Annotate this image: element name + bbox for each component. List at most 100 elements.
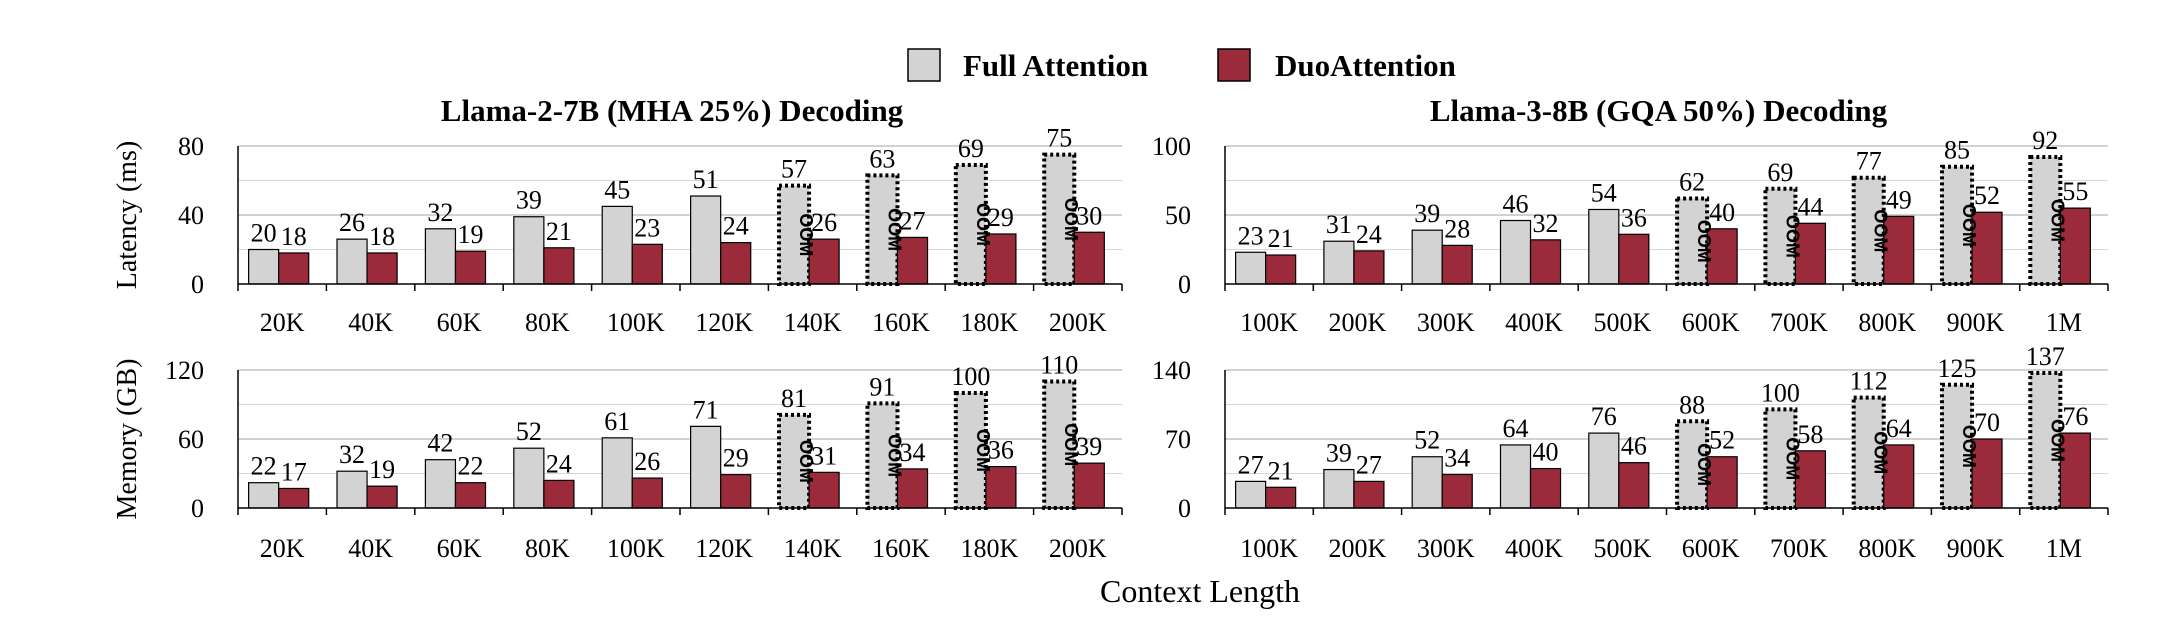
data-label-full-attention: 32 [427,198,453,227]
y-tick-label: 40 [178,201,204,230]
bar-full-attention [336,238,368,285]
bar-duoattention [1073,462,1105,509]
oom-label: OOM [2047,419,2067,462]
bar-full-attention [690,425,722,509]
data-label-duoattention: 30 [1076,201,1102,230]
chart-title: Llama-2-7B (MHA 25%) Decoding [441,93,904,128]
bar-duoattention [366,485,398,509]
data-label-duoattention: 19 [369,455,395,484]
bar-duoattention [631,477,663,509]
data-label-duoattention: 21 [1268,456,1294,485]
y-tick-label: 120 [165,356,204,385]
data-label-duoattention: 34 [1444,443,1470,472]
bar-full-attention [865,173,900,286]
bar-duoattention [720,474,752,509]
bar-full-attention [1588,432,1620,509]
bar-full-attention [248,248,280,285]
legend: Full Attention DuoAttention [907,48,1456,83]
bar-duoattention [1529,467,1562,509]
x-tick-label: 200K [1329,534,1387,563]
bar-full-attention [1323,468,1355,509]
bar-duoattention [1441,473,1473,509]
oom-label: OOM [1061,423,1081,466]
data-label-full-attention: 31 [1326,210,1352,239]
data-label-duoattention: 40 [1533,438,1559,467]
data-label-full-attention: 64 [1503,414,1529,443]
data-label-full-attention: 51 [693,165,719,194]
data-label-duoattention: 49 [1886,185,1912,214]
oom-label: OOM [884,434,904,477]
data-label-full-attention: 69 [1767,158,1793,187]
bar-full-attention [1499,444,1532,509]
x-tick-label: 600K [1682,308,1740,337]
x-tick-label: 120K [695,534,753,563]
chart-title: Llama-3-8B (GQA 50%) Decoding [1430,93,1888,128]
data-label-duoattention: 44 [1797,192,1823,221]
data-label-full-attention: 85 [1944,136,1970,165]
y-tick-label: 70 [1165,425,1191,454]
x-tick-label: 140K [784,534,842,563]
data-label-duoattention: 36 [988,436,1014,465]
data-label-full-attention: 88 [1679,390,1705,419]
data-label-full-attention: 91 [869,372,895,401]
bar-duoattention [1794,222,1827,285]
x-tick-label: 80K [525,308,570,337]
oom-label: OOM [1871,209,1891,252]
oom-label: OOM [1782,215,1802,258]
oom-label: OOM [1959,425,1979,468]
bar-full-attention [424,459,457,509]
data-label-full-attention: 52 [516,417,542,446]
bar-full-attention [513,447,545,509]
x-tick-label: 140K [784,308,842,337]
bar-full-attention [1323,240,1355,285]
y-tick-label: 0 [1178,270,1191,299]
data-label-full-attention: 112 [1850,367,1888,396]
y-axis-label: Latency (ms) [112,141,143,290]
data-label-full-attention: 39 [516,186,542,215]
x-tick-label: 100K [1240,534,1298,563]
bar-duoattention [631,243,663,285]
data-label-duoattention: 22 [457,452,483,481]
x-tick-label: 200K [1049,534,1107,563]
bar-duoattention [2059,432,2091,509]
y-tick-label: 100 [1152,132,1191,161]
data-label-full-attention: 39 [1326,439,1352,468]
x-tick-label: 200K [1329,308,1387,337]
bar-duoattention [985,466,1017,509]
data-label-duoattention: 76 [2062,402,2088,431]
bar-duoattention [1706,228,1738,285]
data-label-duoattention: 55 [2062,177,2088,206]
x-tick-label: 300K [1417,534,1475,563]
data-label-duoattention: 18 [369,222,395,251]
bar-full-attention [513,216,545,285]
x-tick-label: 100K [607,534,665,563]
oom-label: OOM [1694,220,1714,263]
data-label-full-attention: 100 [951,362,990,391]
data-label-full-attention: 110 [1040,351,1078,380]
bar-full-attention [1234,480,1267,509]
x-tick-label: 400K [1505,534,1563,563]
data-label-full-attention: 92 [2032,126,2058,155]
data-label-full-attention: 32 [339,440,365,469]
bar-duoattention [1529,239,1562,285]
x-tick-label: 20K [260,308,305,337]
bar-full-attention [1588,208,1620,285]
y-tick-label: 0 [191,494,204,523]
bar-full-attention [690,195,722,285]
data-label-full-attention: 39 [1414,199,1440,228]
bar-full-attention [777,183,812,286]
x-tick-label: 200K [1049,308,1107,337]
data-label-full-attention: 22 [251,452,277,481]
x-tick-label: 20K [260,534,305,563]
data-label-full-attention: 61 [604,407,630,436]
bar-duoattention [278,252,310,285]
oom-label: OOM [796,440,816,483]
x-tick-label: 100K [1240,308,1298,337]
data-label-duoattention: 28 [1444,214,1470,243]
data-label-duoattention: 26 [811,208,837,237]
legend-label-full-attention: Full Attention [963,48,1148,83]
data-label-duoattention: 23 [634,213,660,242]
data-label-duoattention: 31 [811,441,837,470]
bar-full-attention [248,482,280,509]
